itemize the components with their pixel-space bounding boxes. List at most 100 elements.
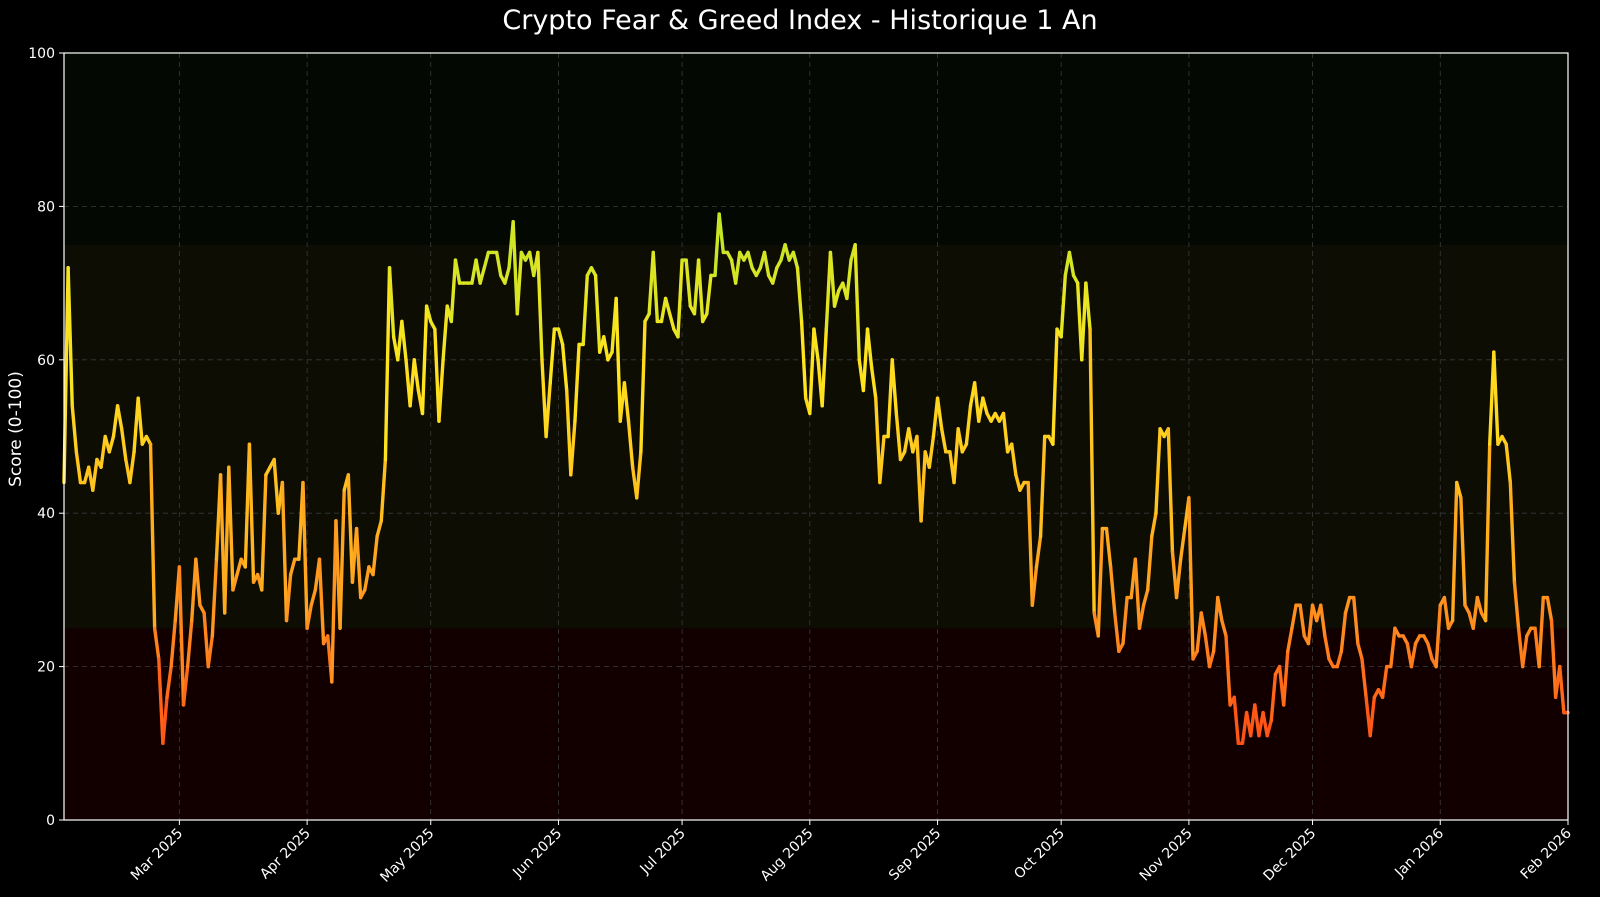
- line-segment: [194, 557, 202, 607]
- x-tick-label: May 2025: [377, 826, 437, 886]
- line-segment: [202, 611, 210, 669]
- line-segment: [1121, 595, 1129, 646]
- line-segment: [408, 358, 416, 408]
- line-segment: [301, 480, 309, 630]
- line-segment: [400, 319, 408, 362]
- line-segment: [713, 212, 721, 278]
- line-segment: [119, 427, 128, 462]
- line-segment: [478, 266, 486, 285]
- line-segment: [1319, 603, 1327, 638]
- line-segment: [1483, 442, 1492, 623]
- line-segment: [676, 258, 684, 339]
- line-segment: [128, 450, 136, 485]
- line-segment: [231, 572, 239, 592]
- line-segment: [260, 473, 268, 592]
- line-segment: [1380, 664, 1389, 699]
- line-segment: [952, 427, 960, 485]
- line-segment: [1442, 595, 1451, 630]
- line-segment: [1339, 611, 1348, 653]
- line-segment: [1512, 580, 1521, 630]
- line-segment: [894, 411, 903, 462]
- line-segment: [503, 266, 511, 285]
- line-segment: [705, 273, 713, 316]
- line-segment: [305, 603, 313, 630]
- line-segment: [1010, 442, 1018, 477]
- line-segment: [1001, 411, 1010, 454]
- line-segment: [1014, 473, 1022, 492]
- line-segment: [1492, 350, 1500, 446]
- line-segment: [1504, 442, 1513, 485]
- line-segment: [247, 442, 256, 584]
- line-segment: [614, 296, 622, 423]
- line-segment: [387, 266, 396, 339]
- line-segment: [569, 419, 577, 477]
- line-segment: [560, 342, 569, 393]
- line-segment: [420, 304, 429, 416]
- line-segment: [379, 457, 388, 523]
- line-segment: [1281, 649, 1290, 707]
- line-segment: [363, 565, 371, 592]
- line-segment: [115, 404, 124, 431]
- line-segment: [1306, 603, 1315, 646]
- y-tick-label: 40: [37, 506, 55, 522]
- fear-greed-line: [62, 212, 1570, 745]
- line-segment: [733, 250, 742, 285]
- line-segment: [1356, 641, 1364, 661]
- chart-title: Crypto Fear & Greed Index - Historique 1…: [502, 5, 1097, 36]
- line-segment: [573, 342, 581, 423]
- x-tick-label: Nov 2025: [1137, 826, 1196, 885]
- line-segment: [878, 434, 886, 485]
- line-segment: [1207, 649, 1216, 669]
- line-segment: [1084, 281, 1092, 331]
- y-axis: 0 20 40 60 80 100: [28, 46, 64, 829]
- line-segment: [99, 434, 107, 469]
- line-segment: [865, 327, 874, 370]
- line-segment: [330, 519, 338, 684]
- line-segment: [437, 358, 445, 423]
- line-segment: [1426, 641, 1434, 661]
- line-segment: [148, 442, 157, 630]
- line-segment: [919, 450, 927, 523]
- line-segment: [107, 434, 116, 454]
- line-segment: [74, 450, 83, 485]
- line-segment: [1298, 603, 1306, 638]
- line-segment: [424, 304, 433, 324]
- line-segment: [1026, 480, 1035, 607]
- line-segment: [433, 327, 441, 423]
- line-segment: [1145, 534, 1154, 592]
- line-segment: [91, 457, 99, 492]
- line-segment: [1352, 595, 1360, 646]
- line-segment: [832, 289, 841, 308]
- line-segment: [1286, 626, 1294, 653]
- line-segment: [1088, 327, 1096, 615]
- line-segment: [1104, 526, 1113, 569]
- line-segment: [288, 557, 297, 577]
- line-segment: [1455, 480, 1463, 500]
- line-segment: [1409, 641, 1418, 669]
- line-segment: [1558, 664, 1566, 715]
- line-segment: [1368, 695, 1377, 738]
- line-segment: [626, 419, 635, 469]
- line-segment: [1343, 595, 1352, 615]
- x-tick-label: Aug 2025: [758, 826, 817, 885]
- line-segment: [1360, 657, 1368, 699]
- line-segment: [602, 335, 610, 362]
- y-tick-label: 20: [37, 660, 55, 676]
- x-tick-label: Jul 2025: [637, 826, 689, 878]
- line-segment: [1067, 250, 1076, 278]
- line-segment: [939, 427, 948, 454]
- line-segment: [548, 327, 557, 385]
- line-segment: [210, 557, 219, 638]
- x-tick-label: Sep 2025: [886, 826, 944, 884]
- line-segment: [651, 250, 660, 324]
- line-segment: [338, 488, 346, 630]
- line-segment: [771, 266, 779, 285]
- line-segment: [861, 327, 870, 393]
- line-segment: [853, 243, 861, 362]
- line-segment: [536, 250, 544, 362]
- line-segment: [494, 250, 503, 278]
- line-segment: [1471, 595, 1480, 630]
- x-tick-label: Apr 2025: [257, 826, 314, 883]
- line-segment: [346, 473, 355, 584]
